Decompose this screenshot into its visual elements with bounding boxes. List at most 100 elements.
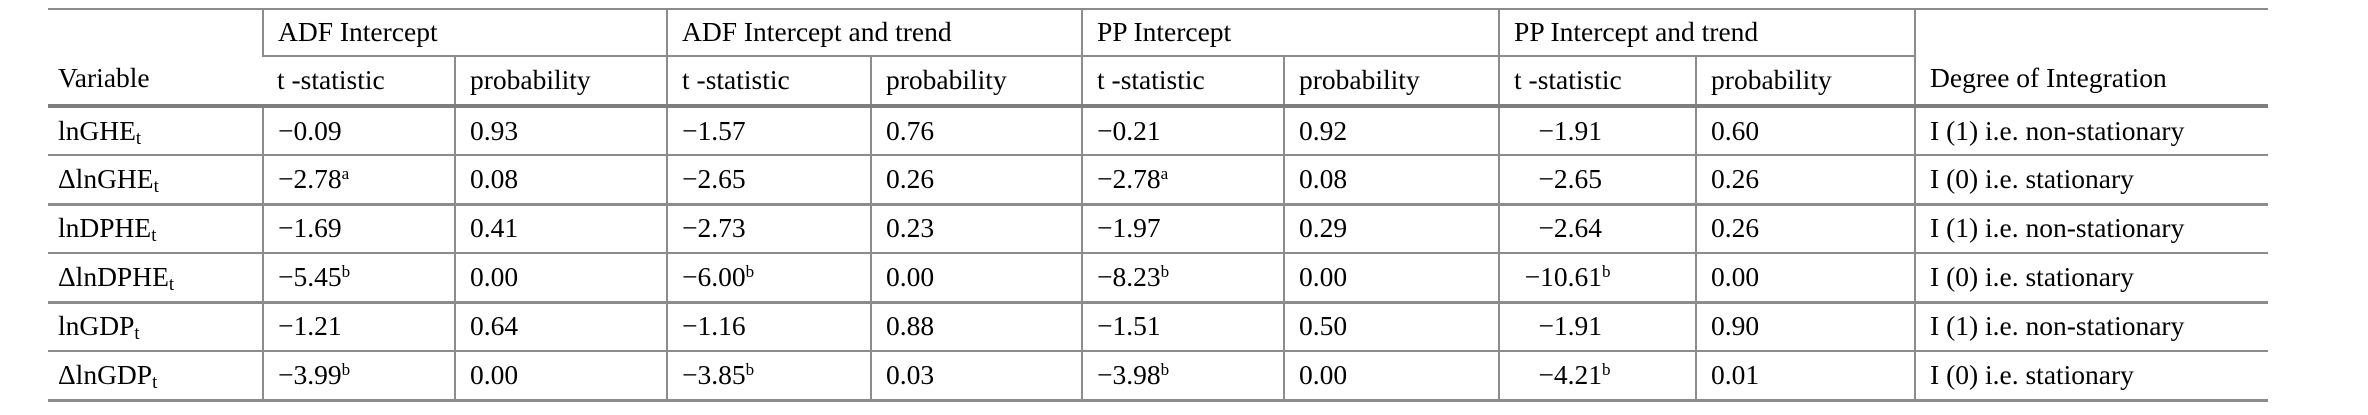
variable-cell: ΔlnDPHEt	[48, 252, 263, 302]
probability-cell: 0.00	[1283, 252, 1500, 302]
header-sub-row: t -statistic probability t -statistic proba…	[48, 56, 2268, 106]
t-statistic-cell: −3.85b	[666, 350, 872, 400]
group-header-adf-intercept: ADF Intercept	[261, 9, 668, 57]
variable-time-subscript: t	[151, 225, 157, 247]
significance-superscript: b	[1602, 261, 1611, 281]
table-row: ΔlnGDPt −3.99b 0.00 −3.85b 0.03 −3.98b 0.00 −4.…	[48, 350, 2269, 400]
aligned-number: −4.21	[1538, 358, 1603, 390]
probability-header: probability	[1283, 56, 1500, 106]
t-statistic-cell: −10.61b	[1498, 252, 1697, 302]
probability-cell: 0.00	[453, 350, 668, 400]
aligned-number: −1.91	[1538, 310, 1603, 342]
degree-of-integration-column-header: Degree of Integration	[1914, 9, 2269, 106]
unit-root-test-table: Variable ADF Intercept ADF Intercept and…	[48, 8, 2269, 402]
variable-cell: lnGDPt	[48, 300, 263, 351]
probability-cell: 0.08	[453, 154, 668, 204]
probability-cell: 0.41	[453, 202, 668, 253]
t-statistic-header: t -statistic	[666, 56, 872, 106]
probability-cell: 0.50	[1283, 300, 1500, 351]
significance-superscript: a	[1160, 163, 1169, 183]
header-group-row: Variable ADF Intercept ADF Intercept and…	[48, 9, 2269, 106]
t-statistic-cell: −2.64	[1498, 202, 1697, 253]
t-statistic-cell: −1.97	[1081, 202, 1285, 253]
t-statistic-cell: −1.57	[666, 104, 872, 155]
t-statistic-cell: −0.21	[1081, 104, 1285, 155]
variable-cell: lnGHEt	[48, 104, 263, 155]
probability-cell: 0.92	[1283, 104, 1500, 155]
t-statistic-cell: −2.78a	[262, 154, 455, 204]
probability-header: probability	[870, 56, 1083, 106]
probability-cell: 0.26	[1695, 202, 1916, 253]
probability-cell: 0.29	[1283, 202, 1500, 253]
t-statistic-cell: −8.23b	[1081, 252, 1285, 302]
table-row: lnGHEt −0.09 0.93 −1.57 0.76 −0.21 0.92 −1.91 0.…	[48, 104, 2269, 155]
probability-cell: 0.64	[453, 300, 668, 351]
probability-cell: 0.93	[453, 104, 668, 155]
aligned-number: −1.91	[1538, 114, 1603, 146]
probability-cell: 0.26	[1695, 154, 1916, 204]
probability-cell: 0.00	[453, 252, 668, 302]
t-statistic-cell: −2.73	[666, 202, 872, 253]
degree-of-integration-cell: I (1) i.e. non-stationary	[1914, 300, 2269, 351]
significance-superscript: b	[341, 261, 351, 281]
degree-of-integration-cell: I (1) i.e. non-stationary	[1914, 202, 2269, 253]
table-row: ΔlnGHEt −2.78a 0.08 −2.65 0.26 −2.78a 0.08 −2.6…	[48, 154, 2269, 204]
probability-cell: 0.90	[1695, 300, 1916, 351]
t-statistic-cell: −4.21b	[1498, 350, 1697, 400]
t-statistic-cell: −5.45b	[262, 252, 455, 302]
probability-cell: 0.00	[870, 252, 1083, 302]
t-statistic-cell: −2.78a	[1081, 154, 1285, 204]
t-statistic-cell: −0.09	[262, 104, 455, 155]
variable-time-subscript: t	[152, 371, 158, 393]
probability-cell: 0.00	[1695, 252, 1916, 302]
table-row: ΔlnDPHEt −5.45b 0.00 −6.00b 0.00 −8.23b 0.00 −1…	[48, 252, 2269, 302]
variable-time-subscript: t	[134, 323, 140, 345]
significance-superscript: b	[1160, 261, 1170, 281]
probability-cell: 0.60	[1695, 104, 1916, 155]
probability-cell: 0.00	[1283, 350, 1500, 400]
degree-of-integration-cell: I (0) i.e. stationary	[1914, 252, 2269, 302]
group-header-pp-intercept-and-trend: PP Intercept and trend	[1498, 9, 1916, 57]
variable-time-subscript: t	[153, 175, 159, 197]
significance-superscript: b	[1160, 359, 1170, 379]
aligned-number: −2.65	[1538, 162, 1603, 194]
group-header-pp-intercept: PP Intercept	[1081, 9, 1500, 57]
probability-cell: 0.08	[1283, 154, 1500, 204]
significance-superscript: b	[745, 359, 755, 379]
probability-cell: 0.01	[1695, 350, 1916, 400]
significance-superscript: b	[745, 261, 755, 281]
degree-of-integration-cell: I (1) i.e. non-stationary	[1914, 104, 2269, 155]
t-statistic-cell: −3.99b	[262, 350, 455, 400]
t-statistic-cell: −6.00b	[666, 252, 872, 302]
t-statistic-cell: −1.51	[1081, 300, 1285, 351]
t-statistic-cell: −1.21	[262, 300, 455, 351]
t-statistic-cell: −3.98b	[1081, 350, 1285, 400]
table-row: lnGDPt −1.21 0.64 −1.16 0.88 −1.51 0.50 −1.91 0.…	[48, 300, 2269, 351]
table-row: lnDPHEt −1.69 0.41 −2.73 0.23 −1.97 0.29 −2.64 0…	[48, 202, 2269, 253]
t-statistic-cell: −1.91	[1498, 104, 1697, 155]
significance-superscript: b	[341, 359, 351, 379]
t-statistic-header: t -statistic	[1498, 56, 1697, 106]
variable-cell: lnDPHEt	[48, 202, 263, 253]
table-header: Variable ADF Intercept ADF Intercept and…	[48, 9, 2269, 106]
probability-cell: 0.23	[870, 202, 1083, 253]
variable-time-subscript: t	[168, 273, 175, 295]
probability-cell: 0.76	[870, 104, 1083, 155]
aligned-number: −10.61	[1524, 260, 1603, 292]
probability-cell: 0.88	[870, 300, 1083, 351]
degree-of-integration-cell: I (0) i.e. stationary	[1914, 350, 2269, 400]
significance-superscript: b	[1602, 359, 1611, 379]
t-statistic-cell: −1.69	[262, 202, 455, 253]
significance-superscript: a	[341, 163, 350, 183]
t-statistic-cell: −2.65	[666, 154, 872, 204]
probability-cell: 0.03	[870, 350, 1083, 400]
probability-header: probability	[1695, 56, 1916, 106]
degree-of-integration-cell: I (0) i.e. stationary	[1914, 154, 2269, 204]
t-statistic-cell: −2.65	[1498, 154, 1697, 204]
table-body: lnGHEt −0.09 0.93 −1.57 0.76 −0.21 0.92 −1.91 0.…	[48, 104, 2269, 400]
variable-cell: ΔlnGDPt	[48, 350, 263, 400]
variable-time-subscript: t	[135, 127, 142, 149]
t-statistic-cell: −1.16	[666, 300, 872, 351]
t-statistic-cell: −1.91	[1498, 300, 1697, 351]
